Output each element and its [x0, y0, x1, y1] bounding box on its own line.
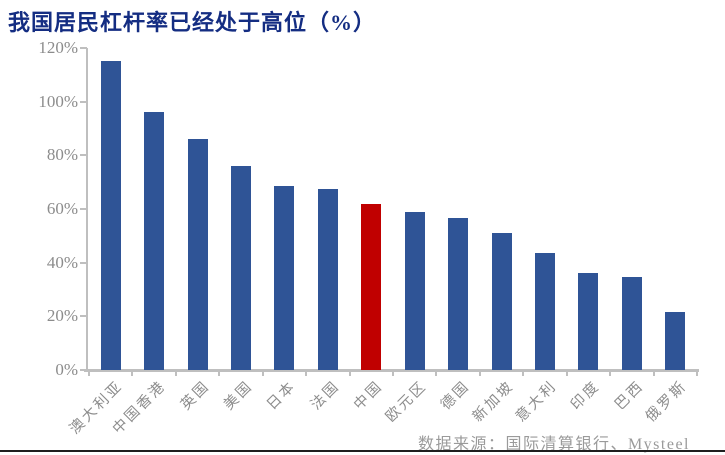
- x-axis-tick: [261, 371, 264, 376]
- y-axis-label-40: 40%: [46, 252, 78, 272]
- y-axis-label-60: 60%: [46, 199, 78, 218]
- bar-12-印度: [578, 273, 599, 370]
- x-axis-tick: [522, 371, 525, 376]
- data-source-note: 数据来源：国际清算银行、Mysteel: [417, 436, 690, 453]
- x-axis-tick: [696, 371, 699, 376]
- x-axis-tick: [88, 371, 90, 376]
- x-axis-tick: [218, 371, 221, 376]
- x-axis-tick: [435, 371, 438, 376]
- x-axis-tick: [609, 371, 612, 376]
- bar-7-中国: [361, 203, 382, 370]
- y-axis-tick: [80, 100, 87, 103]
- bar-13-巴西: [621, 277, 642, 370]
- y-axis-label-20: 20%: [46, 306, 78, 326]
- x-axis-tick: [174, 371, 177, 376]
- x-axis-tick: [652, 371, 655, 376]
- bar-8-欧元区: [404, 211, 425, 370]
- y-axis-tick: [80, 208, 87, 210]
- x-axis-tick: [348, 371, 351, 376]
- bar-4-美国: [231, 166, 251, 370]
- x-axis-tick: [478, 371, 481, 376]
- bar-10-新加坡: [491, 233, 512, 370]
- y-axis-tick: [80, 315, 87, 318]
- y-axis-label-80: 80%: [46, 145, 78, 165]
- bar-1-澳大利亚: [100, 61, 121, 370]
- y-axis-label-0: 0%: [55, 360, 78, 379]
- x-axis-tick: [131, 371, 134, 376]
- x-axis-tick: [305, 371, 308, 376]
- y-axis-tick: [80, 369, 87, 371]
- y-axis-tick: [80, 47, 87, 49]
- bar-11-意大利: [535, 253, 555, 370]
- bar-5-日本: [274, 186, 295, 370]
- bar-2-中国香港: [144, 112, 165, 370]
- x-axis-tick: [392, 371, 394, 376]
- bar-14-俄罗斯: [665, 312, 686, 370]
- y-axis-label-100: 100%: [38, 91, 78, 111]
- y-axis-tick: [80, 154, 87, 157]
- x-axis-tick: [565, 371, 568, 376]
- bar-9-德国: [448, 218, 469, 370]
- bottom-border-line: [0, 450, 725, 452]
- y-axis-tick: [80, 261, 87, 264]
- bar-6-法国: [317, 188, 338, 370]
- y-axis-label-120: 120%: [38, 38, 78, 57]
- chart-title: 我国居民杠杆率已经处于高位（%）: [8, 10, 377, 35]
- x-axis-line: [84, 369, 699, 372]
- bar-3-英国: [187, 139, 208, 370]
